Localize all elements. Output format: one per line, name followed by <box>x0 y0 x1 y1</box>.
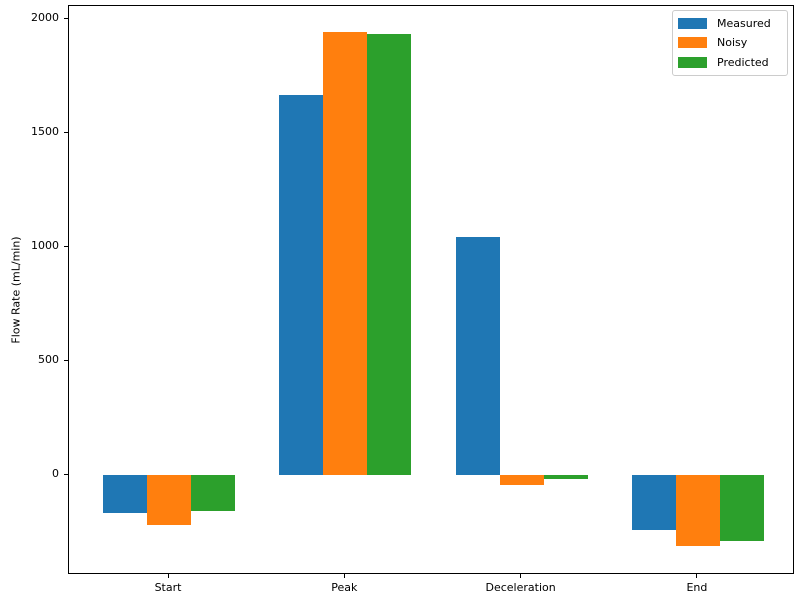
y-tick-label: 0 <box>52 466 59 480</box>
x-tick-mark <box>343 574 345 578</box>
x-tick-mark <box>696 574 698 578</box>
bar-noisy-end <box>675 474 720 546</box>
legend-swatch-icon <box>678 37 707 49</box>
y-tick-mark <box>64 359 68 361</box>
legend-swatch-icon <box>678 56 707 68</box>
y-tick-label: 1500 <box>31 124 59 138</box>
bar-predicted-peak <box>367 33 412 475</box>
y-tick-mark <box>64 17 68 19</box>
bar-noisy-start <box>147 474 191 526</box>
x-tick-label-peak: Peak <box>331 581 358 594</box>
x-tick-label-deceleration: Deceleration <box>485 581 556 594</box>
x-tick-mark <box>520 574 522 578</box>
bar-measured-start <box>103 474 147 513</box>
bar-measured-end <box>631 474 676 530</box>
legend-label: Measured <box>717 17 771 31</box>
legend: Measured Noisy Predicted <box>672 10 788 76</box>
legend-item-measured: Measured <box>678 14 782 33</box>
legend-swatch-icon <box>678 18 707 30</box>
x-tick-mark <box>167 574 169 578</box>
bar-noisy-deceleration <box>499 474 544 486</box>
legend-label: Noisy <box>717 36 748 50</box>
plot-area <box>68 5 794 574</box>
bar-measured-deceleration <box>455 236 500 475</box>
y-tick-label: 500 <box>38 352 59 366</box>
y-tick-mark <box>64 131 68 133</box>
legend-item-predicted: Predicted <box>678 53 782 72</box>
y-tick-label: 2000 <box>31 10 59 24</box>
legend-label: Predicted <box>717 55 769 69</box>
y-tick-label: 1000 <box>31 238 59 252</box>
x-tick-label-start: Start <box>154 581 182 594</box>
y-tick-mark <box>64 473 68 475</box>
y-tick-mark <box>64 245 68 247</box>
x-tick-label-end: End <box>686 581 708 594</box>
bar-predicted-end <box>719 474 764 542</box>
legend-item-noisy: Noisy <box>678 33 782 52</box>
bar-predicted-start <box>191 474 235 512</box>
bar-measured-peak <box>279 95 324 475</box>
bar-predicted-deceleration <box>543 474 588 480</box>
bar-noisy-peak <box>323 31 368 475</box>
